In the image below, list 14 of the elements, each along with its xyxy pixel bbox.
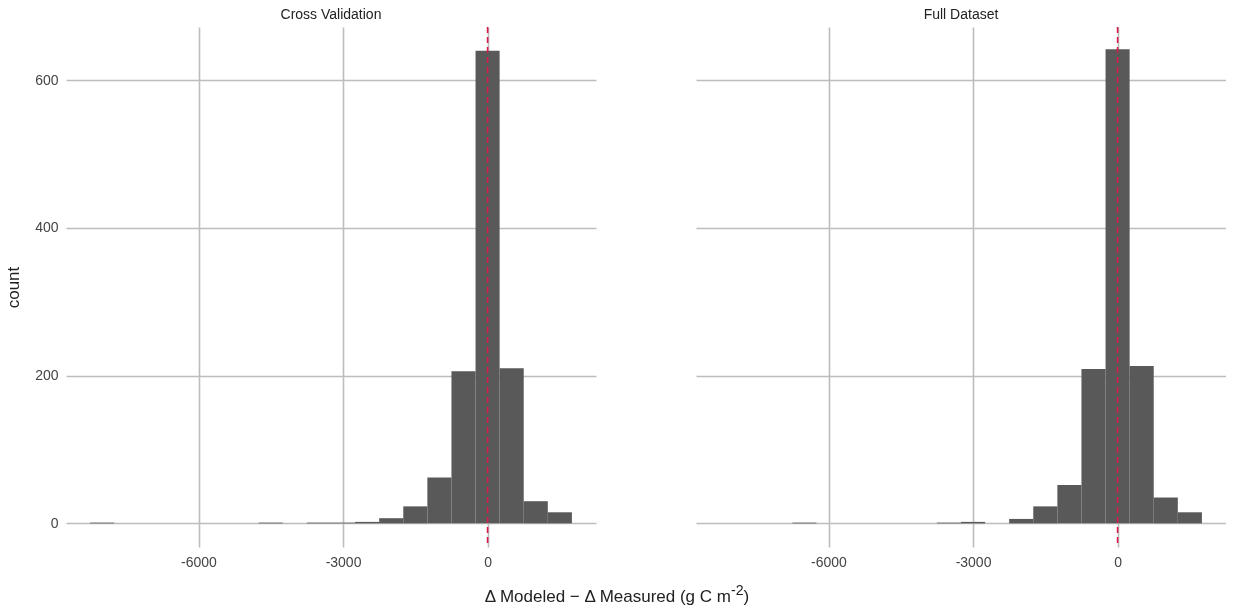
chart-title: Full Dataset	[923, 6, 999, 23]
y-tick-label: 400	[35, 219, 59, 236]
x-tick-label: -6000	[811, 553, 848, 570]
x-tick-label: -6000	[181, 553, 218, 570]
y-tick-label: 0	[50, 514, 59, 531]
x-tick-label: -3000	[955, 553, 992, 570]
y-tick-label: 200	[35, 367, 59, 384]
y-tick-label: 600	[35, 71, 59, 88]
x-axis-title: Δ Modeled − Δ Measured (g C m$^{-2}$)	[484, 582, 750, 607]
x-tick-label: -3000	[325, 553, 362, 570]
chart-title: Cross Validation	[280, 6, 382, 23]
y-axis-title: count	[4, 266, 24, 309]
x-tick-label: 0	[1114, 553, 1123, 570]
x-tick-label: 0	[484, 553, 493, 570]
